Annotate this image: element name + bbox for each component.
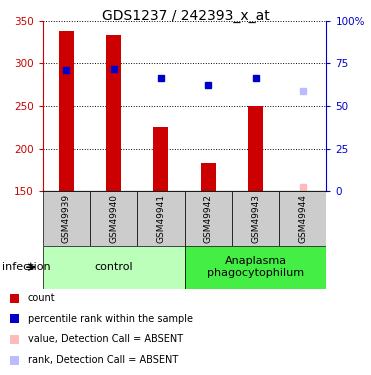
Text: count: count	[28, 293, 55, 303]
Bar	[248, 106, 263, 191]
FancyBboxPatch shape	[137, 191, 185, 246]
Text: rank, Detection Call = ABSENT: rank, Detection Call = ABSENT	[28, 355, 178, 365]
Text: control: control	[94, 262, 133, 272]
FancyBboxPatch shape	[185, 246, 326, 289]
Bar	[153, 127, 168, 191]
Text: GSM49944: GSM49944	[298, 194, 307, 243]
Text: percentile rank within the sample: percentile rank within the sample	[28, 314, 193, 324]
FancyBboxPatch shape	[90, 191, 137, 246]
Text: infection: infection	[2, 262, 50, 272]
Text: GSM49942: GSM49942	[204, 194, 213, 243]
FancyBboxPatch shape	[43, 246, 185, 289]
Text: GSM49940: GSM49940	[109, 194, 118, 243]
FancyBboxPatch shape	[43, 191, 90, 246]
FancyBboxPatch shape	[279, 191, 326, 246]
Text: GSM49943: GSM49943	[251, 194, 260, 243]
Text: GSM49939: GSM49939	[62, 194, 71, 243]
Text: GDS1237 / 242393_x_at: GDS1237 / 242393_x_at	[102, 9, 269, 23]
Text: Anaplasma
phagocytophilum: Anaplasma phagocytophilum	[207, 256, 304, 278]
FancyBboxPatch shape	[185, 191, 232, 246]
Text: value, Detection Call = ABSENT: value, Detection Call = ABSENT	[28, 334, 183, 344]
Bar	[59, 31, 74, 191]
Bar	[201, 163, 216, 191]
FancyBboxPatch shape	[232, 191, 279, 246]
Bar	[106, 35, 121, 191]
Text: GSM49941: GSM49941	[157, 194, 165, 243]
